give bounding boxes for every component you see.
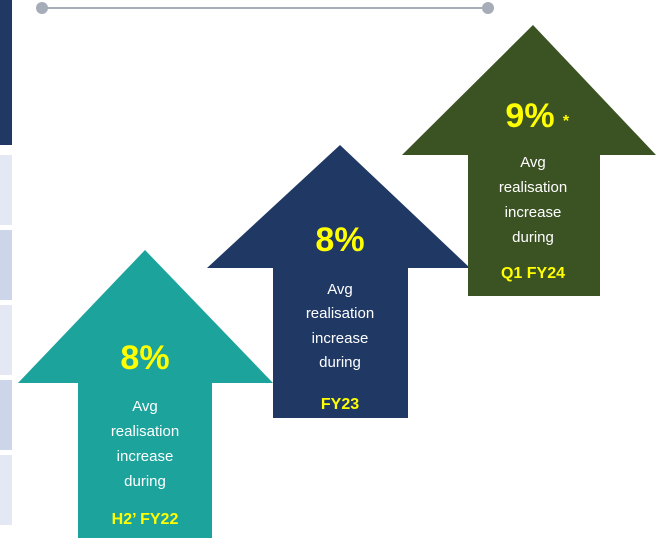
label-line: realisation [499,179,567,196]
arrow [207,145,470,418]
arrow [18,250,273,538]
label-line: Avg [327,281,353,298]
label-line: Avg [520,154,546,171]
top-dot [482,2,494,14]
side-row [0,380,12,450]
label-line: during [319,354,361,371]
value: 8% [120,339,169,377]
value: 9% [505,97,554,135]
side-row [0,230,12,300]
top-dot [36,2,48,14]
period: FY23 [321,396,359,413]
period: H2’ FY22 [112,511,179,528]
side-row [0,305,12,375]
label-line: realisation [306,305,374,322]
label-line: increase [312,330,369,347]
label-line: realisation [111,423,179,440]
label-line: during [124,473,166,490]
arrow [402,25,656,296]
label-line: increase [505,204,562,221]
side-row [0,455,12,525]
side-band [0,0,12,145]
period: Q1 FY24 [501,265,565,282]
label-line: Avg [132,398,158,415]
label-line: during [512,229,554,246]
value: 8% [315,221,364,259]
label-line: increase [117,448,174,465]
note-mark: * [563,113,570,130]
side-row [0,155,12,225]
